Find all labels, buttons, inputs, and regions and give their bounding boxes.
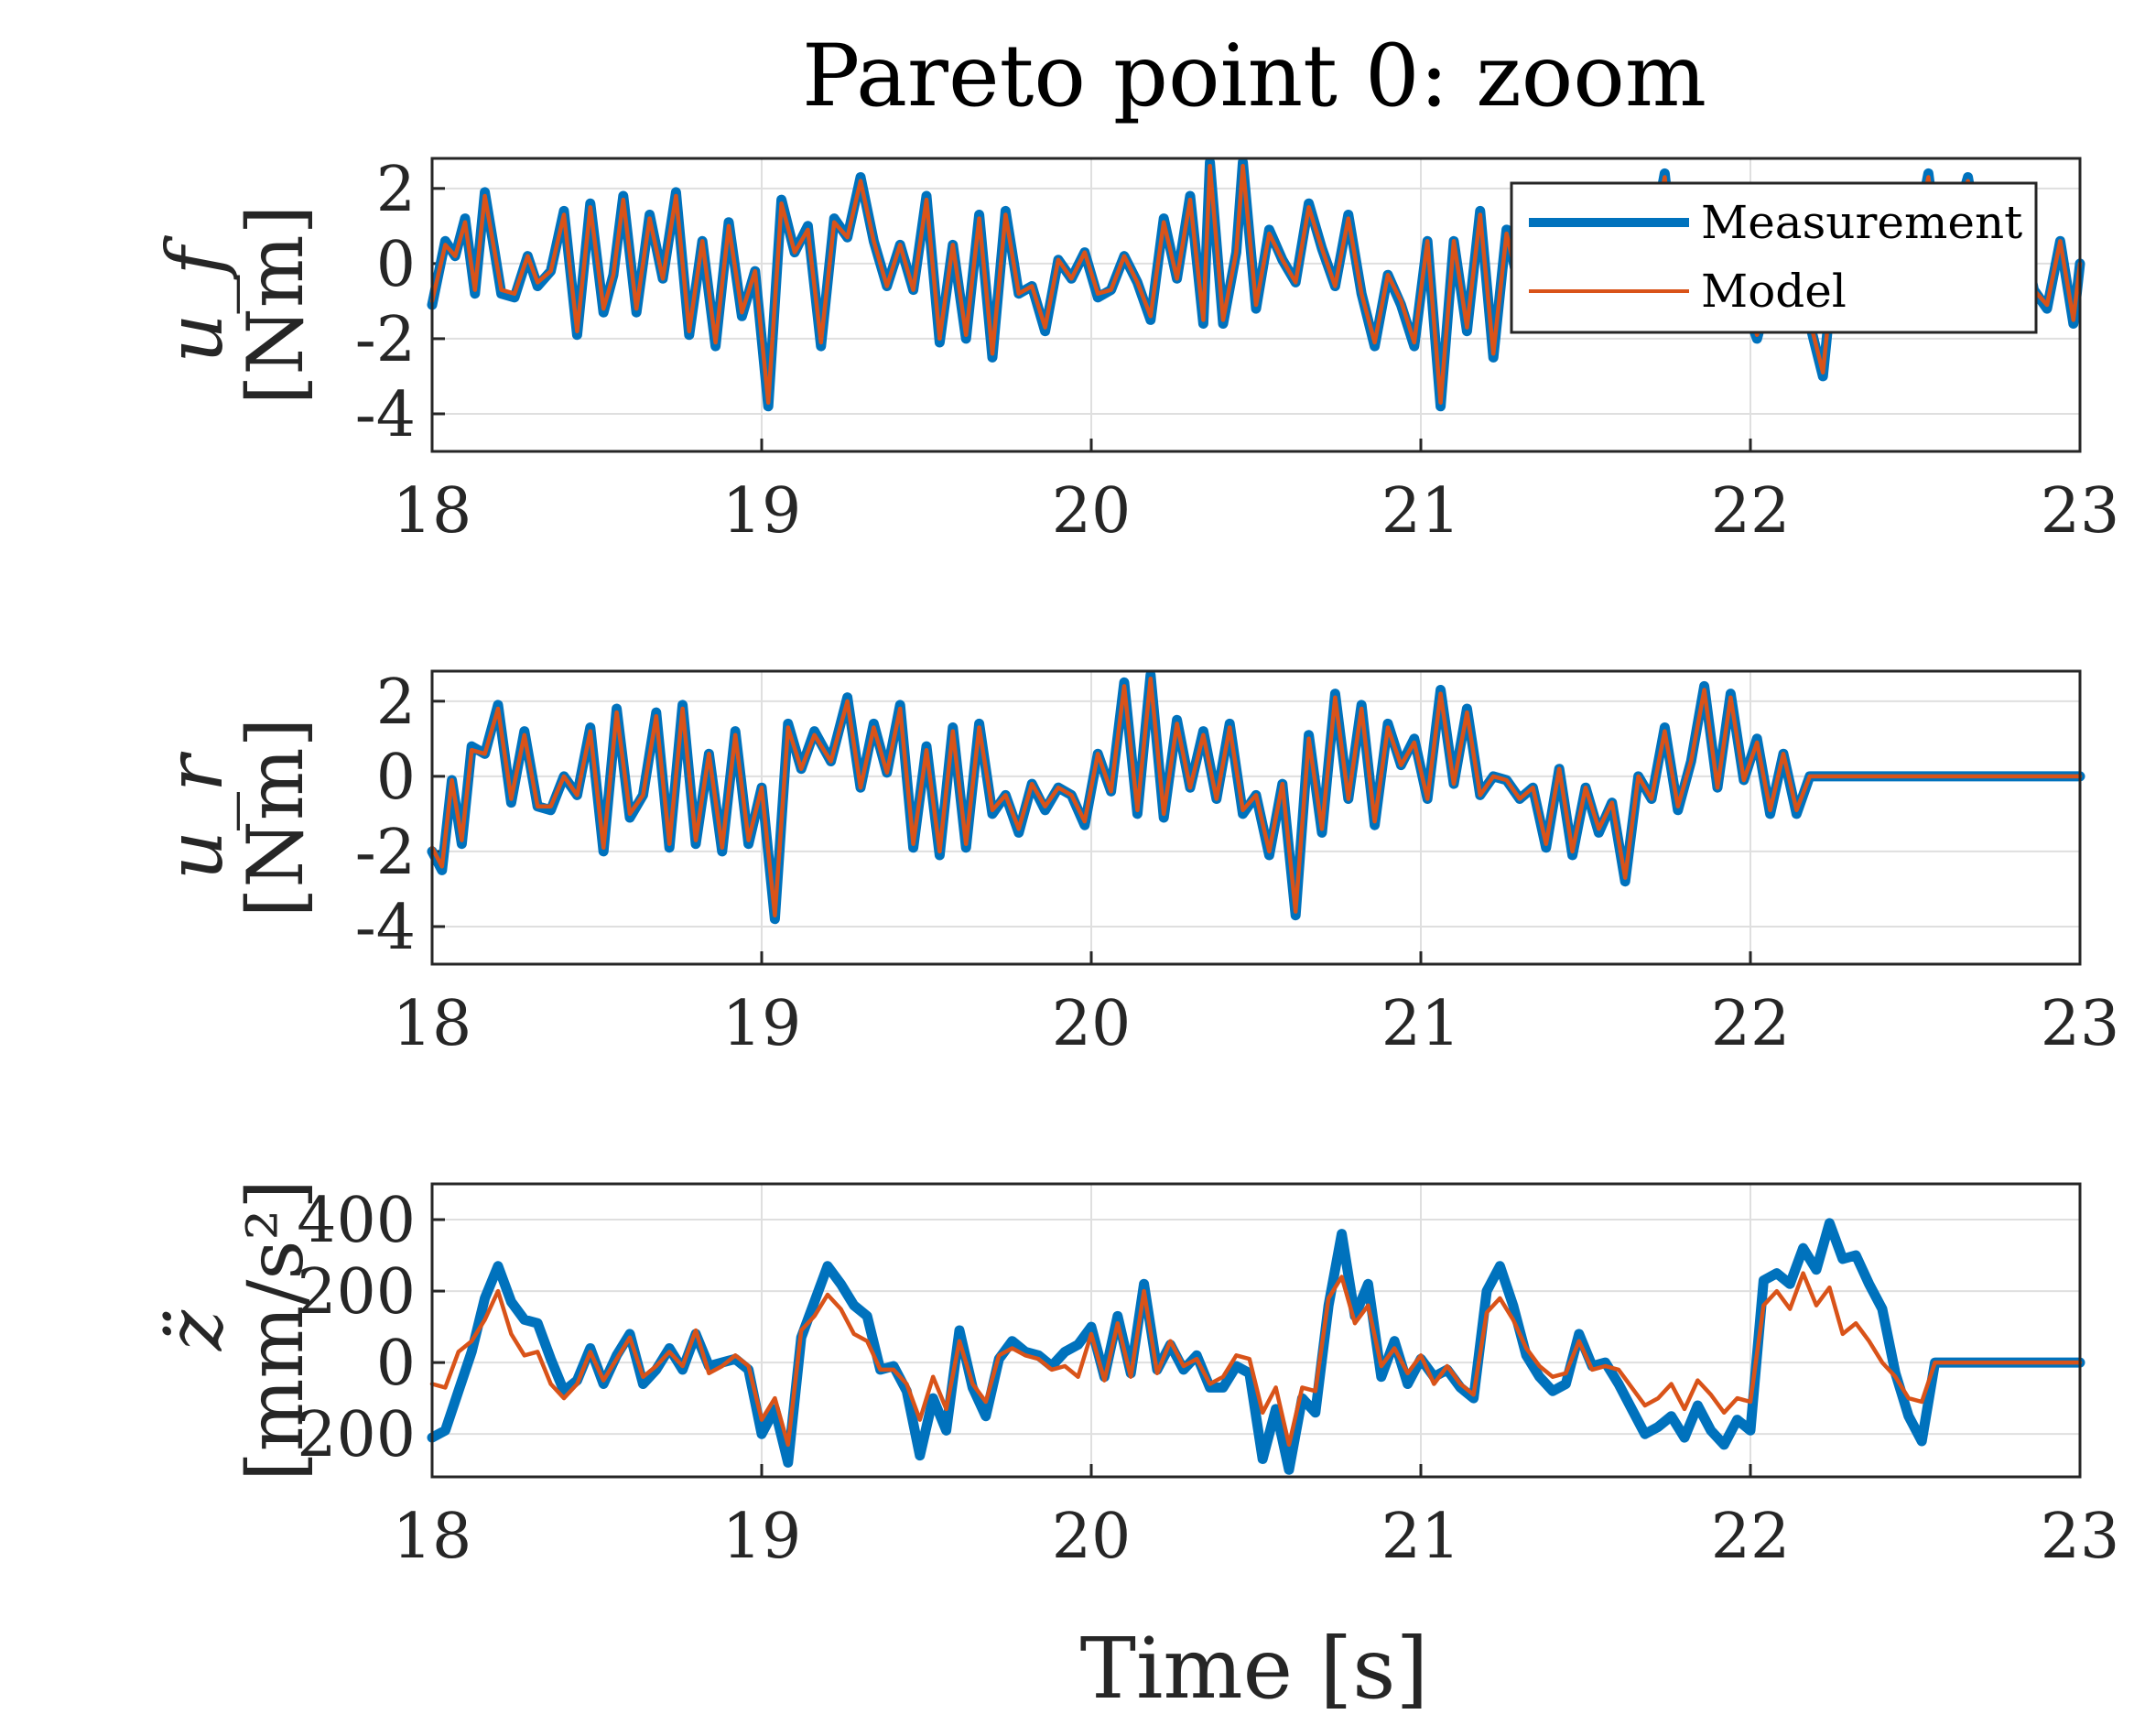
y-tick-label: -4 xyxy=(355,379,416,451)
x-tick-label: 21 xyxy=(1381,1501,1461,1573)
x-tick-label: 22 xyxy=(1711,988,1791,1060)
legend-label-model: Model xyxy=(1701,265,1847,318)
axes-frame xyxy=(430,1182,2082,1479)
legend-box xyxy=(1510,181,2038,334)
x-tick-label: 20 xyxy=(1052,475,1132,548)
x-tick-label: 21 xyxy=(1381,988,1461,1060)
y-tick-label: 2 xyxy=(376,667,416,739)
y-tick-label: 0 xyxy=(376,1328,416,1400)
y-axis-label: u_f[Nm] xyxy=(150,205,320,406)
y-tick-label: -200 xyxy=(276,1399,416,1471)
axes-frame xyxy=(430,157,2082,453)
x-tick-label: 23 xyxy=(2041,475,2120,548)
x-tick-label: 23 xyxy=(2041,1501,2120,1573)
y-axis-label: u_r[Nm] xyxy=(150,718,320,918)
x-tick-label: 23 xyxy=(2041,988,2120,1060)
x-axis-label: Time [s] xyxy=(1080,1620,1429,1718)
x-tick-label: 21 xyxy=(1381,475,1461,548)
legend-label-measurement: Measurement xyxy=(1701,196,2022,249)
x-tick-label: 22 xyxy=(1711,1501,1791,1573)
x-tick-label: 20 xyxy=(1052,988,1132,1060)
x-tick-label: 18 xyxy=(393,475,472,548)
chart-title: Pareto point 0: zoom xyxy=(802,27,1706,126)
y-tick-label: -2 xyxy=(355,817,416,889)
x-tick-label: 19 xyxy=(722,475,802,548)
legend: Measurement Model xyxy=(1510,181,2038,334)
series-model-line xyxy=(429,676,2083,917)
x-tick-label: 19 xyxy=(722,1501,802,1573)
y-tick-label: -2 xyxy=(355,304,416,376)
series-model-line xyxy=(429,1271,2083,1448)
y-tick-label: 400 xyxy=(297,1185,416,1257)
y-tick-label: 0 xyxy=(376,742,416,814)
y-tick-label: 200 xyxy=(297,1256,416,1329)
y-tick-label: -4 xyxy=(355,892,416,964)
x-tick-label: 18 xyxy=(393,988,472,1060)
axes-frame xyxy=(430,669,2082,966)
x-tick-label: 18 xyxy=(393,1501,472,1573)
x-tick-label: 22 xyxy=(1711,475,1791,548)
y-tick-label: 2 xyxy=(376,154,416,226)
y-axis-label: z̈[mm/s²] xyxy=(150,1179,320,1481)
y-tick-label: 0 xyxy=(376,229,416,301)
x-tick-label: 20 xyxy=(1052,1501,1132,1573)
x-tick-label: 19 xyxy=(722,988,802,1060)
